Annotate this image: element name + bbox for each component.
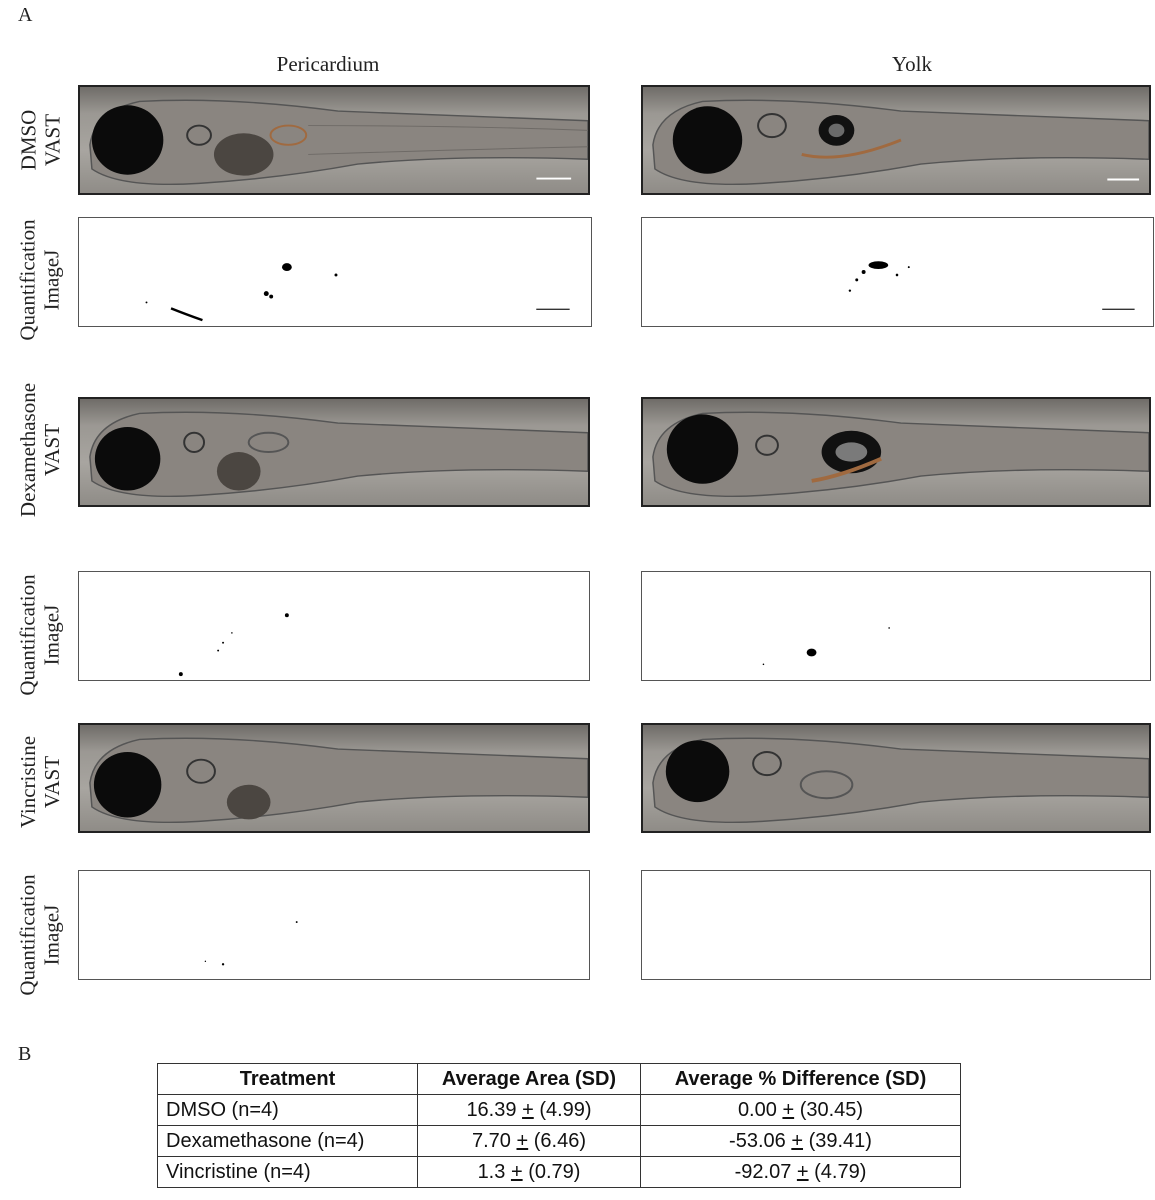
dmso-yolk-quant-image <box>641 217 1154 327</box>
treatment-cell: DMSO (n=4) <box>157 1094 418 1126</box>
dexamethasone-yolk-quant-image <box>641 571 1151 681</box>
dexamethasone-yolk-vast-image <box>641 397 1151 507</box>
difference-cell: 0.00 + (30.45) <box>640 1094 961 1126</box>
table-row: Vincristine (n=4) 1.3 + (0.79) -92.07 + … <box>157 1156 961 1188</box>
vincristine-yolk-vast-image <box>641 723 1151 833</box>
difference-cell: -53.06 + (39.41) <box>640 1125 961 1157</box>
row-label-dexa-vast: Dexamethasone VAST <box>16 382 64 518</box>
vincristine-pericardium-quant-image <box>78 870 590 980</box>
dmso-pericardium-quant-image <box>78 217 592 327</box>
treatment-cell: Vincristine (n=4) <box>157 1156 418 1188</box>
row-label-vinc-quant: Quantification ImageJ <box>16 874 65 996</box>
panel-a-label: A <box>18 4 33 26</box>
vincristine-yolk-quant-image <box>641 870 1151 980</box>
header-average-difference: Average % Difference (SD) <box>640 1063 961 1095</box>
table-row: DMSO (n=4) 16.39 + (4.99) 0.00 + (30.45) <box>157 1094 961 1126</box>
header-treatment: Treatment <box>157 1063 418 1095</box>
results-table: Treatment Average Area (SD) Average % Di… <box>157 1063 961 1188</box>
row-label-dmso-vast: DMSO VAST <box>16 109 64 171</box>
panel-b-label: B <box>18 1043 32 1065</box>
row-label-dexa-quant: Quantification ImageJ <box>16 574 65 696</box>
difference-cell: -92.07 + (4.79) <box>640 1156 961 1188</box>
area-cell: 1.3 + (0.79) <box>417 1156 641 1188</box>
dexamethasone-pericardium-vast-image <box>78 397 590 507</box>
dmso-yolk-vast-image <box>641 85 1151 195</box>
column-header-pericardium: Pericardium <box>276 52 380 76</box>
vincristine-pericardium-vast-image <box>78 723 590 833</box>
row-label-vinc-vast: Vincristine VAST <box>16 735 64 829</box>
area-cell: 7.70 + (6.46) <box>417 1125 641 1157</box>
area-cell: 16.39 + (4.99) <box>417 1094 641 1126</box>
dmso-pericardium-vast-image <box>78 85 590 195</box>
table-row: Dexamethasone (n=4) 7.70 + (6.46) -53.06… <box>157 1125 961 1157</box>
column-header-yolk: Yolk <box>892 52 932 76</box>
header-average-area: Average Area (SD) <box>417 1063 641 1095</box>
dexamethasone-pericardium-quant-image <box>78 571 590 681</box>
row-label-dmso-quant: Quantification ImageJ <box>16 219 65 341</box>
table-header-row: Treatment Average Area (SD) Average % Di… <box>157 1063 961 1095</box>
treatment-cell: Dexamethasone (n=4) <box>157 1125 418 1157</box>
